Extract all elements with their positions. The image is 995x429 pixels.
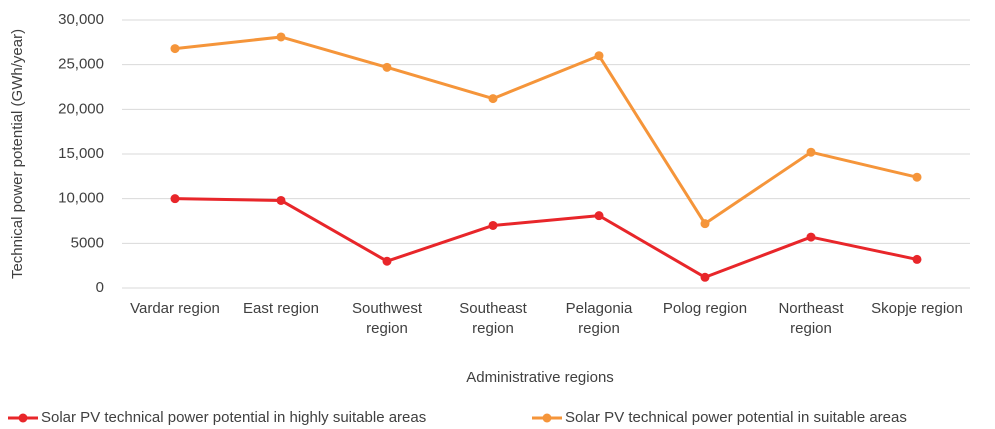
x-tick-label: East region	[243, 300, 319, 317]
point	[912, 254, 922, 264]
point	[700, 272, 710, 282]
y-tick-label: 30,000	[58, 11, 104, 28]
point	[488, 94, 498, 104]
point	[170, 44, 180, 54]
x-tick-label: Southeast region	[459, 300, 527, 337]
x-tick-label: Polog region	[662, 300, 748, 317]
point	[912, 172, 922, 182]
point	[488, 220, 498, 230]
x-tick-label: Pelagonia region	[565, 300, 633, 337]
y-tick-label: 10,000	[58, 190, 104, 207]
legend-marker	[542, 413, 552, 423]
point	[806, 232, 816, 242]
point	[382, 62, 392, 72]
point	[382, 256, 392, 266]
legend-marker	[18, 413, 28, 423]
legend-label: Solar PV technical power potential in su…	[565, 409, 907, 426]
point	[170, 194, 180, 204]
point	[276, 32, 286, 42]
x-tick-label: Southwest region	[351, 300, 423, 337]
y-tick-label: 5000	[71, 234, 104, 251]
point	[700, 219, 710, 229]
point	[594, 211, 604, 221]
y-tick-label: 15,000	[58, 145, 104, 162]
x-tick-label: Northeast region	[778, 300, 844, 337]
x-axis-label: Administrative regions	[466, 369, 614, 386]
y-tick-label: 20,000	[58, 100, 104, 117]
line	[174, 35, 918, 226]
line	[174, 197, 918, 279]
y-tick-label: 0	[96, 279, 104, 296]
x-tick-label: Vardar region	[130, 300, 220, 317]
y-axis-label: Technical power potential (GWh/year)	[9, 29, 26, 279]
point	[594, 51, 604, 61]
point	[806, 147, 816, 157]
y-tick-label: 25,000	[58, 56, 104, 73]
legend-label: Solar PV technical power potential in hi…	[41, 409, 426, 426]
point	[276, 195, 286, 205]
x-tick-label: Skopje region	[871, 300, 963, 317]
